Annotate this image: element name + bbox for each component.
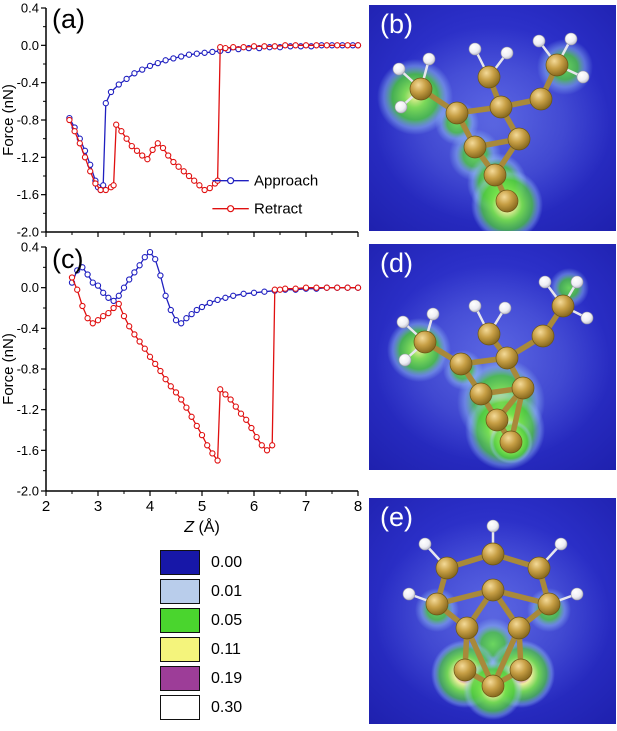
svg-text:8: 8 xyxy=(354,498,362,515)
colorbar-swatch xyxy=(160,666,200,691)
colorbar-value-label: 0.11 xyxy=(211,640,241,658)
svg-text:4: 4 xyxy=(146,498,154,515)
colorbar-row: 0.30 xyxy=(160,693,242,722)
svg-text:0.0: 0.0 xyxy=(21,38,39,53)
svg-text:0.4: 0.4 xyxy=(21,240,39,255)
colorbar-row: 0.11 xyxy=(160,635,242,664)
charge-density-image-b xyxy=(369,5,616,231)
svg-text:Z (Å): Z (Å) xyxy=(183,517,220,536)
svg-text:Force (nN): Force (nN) xyxy=(0,333,17,405)
colorbar-value-label: 0.30 xyxy=(211,698,243,716)
colorbar-swatch xyxy=(160,637,200,662)
colorbar-value-label: 0.05 xyxy=(211,611,243,629)
panel-label-a: (a) xyxy=(52,4,85,34)
colorbar-swatch xyxy=(160,550,200,575)
svg-text:-1.2: -1.2 xyxy=(17,150,39,165)
svg-text:Force (nN): Force (nN) xyxy=(0,84,17,156)
svg-text:0.4: 0.4 xyxy=(21,1,39,16)
panel-label-b: (b) xyxy=(380,9,413,39)
charge-density-image-e xyxy=(369,498,616,724)
colorbar-swatch xyxy=(160,695,200,720)
colorbar-row: 0.01 xyxy=(160,577,242,606)
svg-text:0.0: 0.0 xyxy=(21,280,39,295)
panel-label-d: (d) xyxy=(380,248,413,278)
svg-text:-0.8: -0.8 xyxy=(17,362,39,377)
panel-label-e: (e) xyxy=(380,502,413,532)
svg-text:5: 5 xyxy=(198,498,206,515)
svg-text:6: 6 xyxy=(250,498,258,515)
panel-label-c: (c) xyxy=(52,244,84,274)
colorbar-row: 0.00 xyxy=(160,548,242,577)
colorbar-row: 0.05 xyxy=(160,606,242,635)
colorbar-row: 0.19 xyxy=(160,664,242,693)
svg-text:2: 2 xyxy=(42,498,50,515)
colorbar-swatch xyxy=(160,608,200,633)
svg-text:-1.6: -1.6 xyxy=(17,187,39,202)
svg-text:7: 7 xyxy=(302,498,310,515)
density-colorbar: 0.00 0.01 0.05 0.11 0.19 0.30 xyxy=(160,548,242,722)
svg-text:Retract: Retract xyxy=(254,201,303,218)
svg-text:-0.4: -0.4 xyxy=(17,75,39,90)
colorbar-value-label: 0.01 xyxy=(211,582,243,600)
colorbar-value-label: 0.19 xyxy=(211,669,243,687)
svg-text:3: 3 xyxy=(94,498,102,515)
colorbar-swatch xyxy=(160,579,200,604)
svg-text:-1.2: -1.2 xyxy=(17,402,39,417)
svg-text:-1.6: -1.6 xyxy=(17,443,39,458)
svg-text:Approach: Approach xyxy=(254,173,318,190)
colorbar-value-label: 0.00 xyxy=(211,553,243,571)
svg-text:-2.0: -2.0 xyxy=(17,484,39,499)
charge-density-image-d xyxy=(369,244,616,470)
force-distance-chart-a: 0.4 0.0 -0.4 -0.8 -1.2 -1.6 -2.0 Force (nN) Appr… xyxy=(0,1,362,239)
force-distance-chart-c: 0.4 0.0 -0.4 -0.8 -1.2 -1.6 -2.02 3 4 5 6 7 8 Force (… xyxy=(0,240,362,537)
svg-text:-2.0: -2.0 xyxy=(17,225,39,239)
svg-text:-0.8: -0.8 xyxy=(17,113,39,128)
svg-text:-0.4: -0.4 xyxy=(17,321,39,336)
